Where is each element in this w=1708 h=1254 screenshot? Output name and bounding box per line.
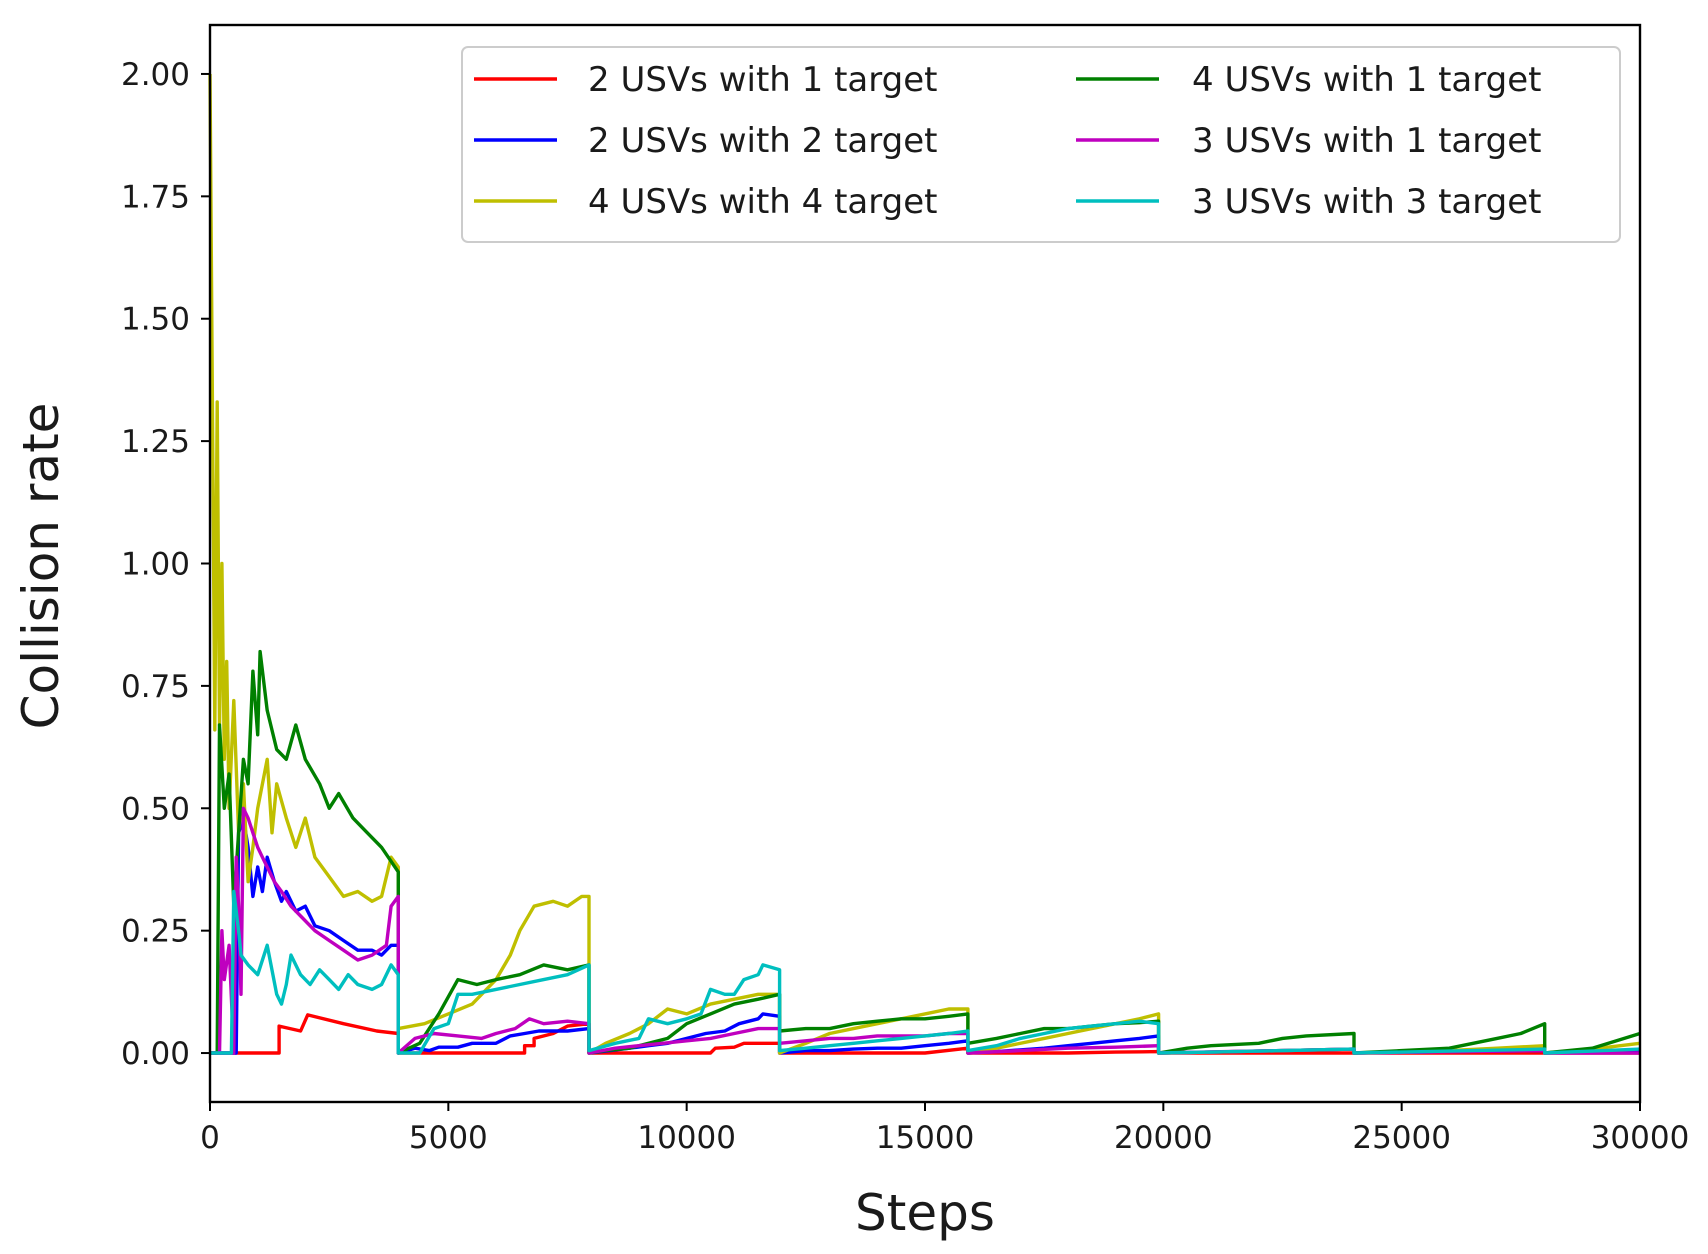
x-tick-label: 25000 [1352,1120,1451,1156]
series-line-3 [210,649,1641,1055]
x-tick-label: 30000 [1591,1120,1690,1156]
y-tick-label: 0.75 [121,669,190,705]
series-layer [208,73,1641,1055]
y-tick-label: 1.75 [121,179,190,215]
y-tick-label: 0.50 [121,791,190,827]
legend-label-4: 3 USVs with 1 target [1192,121,1541,161]
x-tick-label: 15000 [876,1120,975,1156]
x-axis-title: Steps [855,1184,995,1242]
y-tick-label: 1.25 [121,424,190,460]
series-line-0 [210,1013,1640,1055]
y-tick-label: 1.00 [121,547,190,583]
x-tick-label: 0 [200,1120,220,1156]
legend-label-3: 4 USVs with 1 target [1192,60,1541,100]
x-tick-label: 5000 [409,1120,488,1156]
y-tick-label: 2.00 [121,57,190,93]
legend: 2 USVs with 1 target 2 USVs with 2 targe… [461,46,1621,243]
x-tick-label: 10000 [637,1120,736,1156]
series-line-5 [210,889,1641,1055]
legend-label-0: 2 USVs with 1 target [588,60,937,100]
y-axis-title: Collision rate [12,403,70,730]
y-tick-label: 1.50 [121,302,190,338]
series-line-2 [208,73,1641,1055]
y-tick-label: 0.00 [121,1036,190,1072]
legend-label-5: 3 USVs with 3 target [1192,182,1541,222]
legend-label-2: 4 USVs with 4 target [588,182,937,222]
y-tick-label: 0.25 [121,914,190,950]
x-tick-label: 20000 [1114,1120,1213,1156]
legend-label-1: 2 USVs with 2 target [588,121,937,161]
axis-ticks: 0 5000 10000 15000 20000 25000 30000 0.00 0.25 0.… [121,57,1689,1156]
legend-frame [461,46,1621,243]
